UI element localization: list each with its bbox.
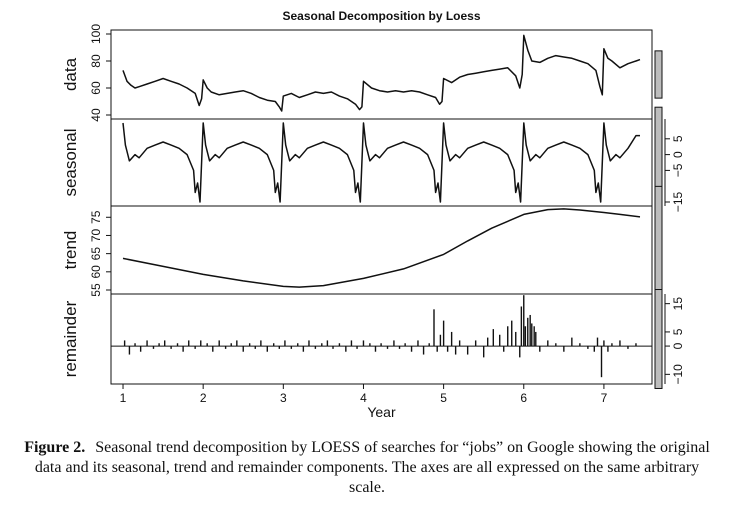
y-tick-label-seasonal: −5 <box>671 163 685 177</box>
y-tick-label-data: 40 <box>89 108 103 122</box>
x-tick-label: 1 <box>120 391 127 405</box>
x-tick-label: 7 <box>601 391 608 405</box>
series-line-data <box>122 34 641 112</box>
y-tick-label-trend: 75 <box>89 210 103 224</box>
figure-caption: Figure 2. Seasonal trend decomposition by… <box>20 438 714 498</box>
x-axis-title: Year <box>367 404 396 420</box>
x-tick-label: 2 <box>200 391 207 405</box>
x-tick-label: 4 <box>360 391 367 405</box>
caption-text: Seasonal trend decomposition by LOESS of… <box>34 439 710 496</box>
y-tick-label-remainder: −10 <box>671 364 685 385</box>
x-tick-label: 3 <box>280 391 287 405</box>
y-tick-label-remainder: 0 <box>671 342 685 349</box>
stl-decomposition-figure: Seasonal Decomposition by Loess data 40 60 8… <box>61 9 685 420</box>
y-tick-label-trend: 70 <box>89 228 103 242</box>
panel-label-remainder: remainder <box>61 300 80 377</box>
stl-decomposition-chart: Seasonal Decomposition by Loessdata40608… <box>61 9 685 420</box>
panel-label-trend: trend <box>61 231 80 270</box>
panel-frame-data <box>110 29 653 120</box>
caption-label: Figure 2. <box>24 439 86 456</box>
chart-title: Seasonal Decomposition by Loess <box>282 9 480 23</box>
y-tick-label-data: 100 <box>89 24 103 44</box>
y-tick-label-trend: 60 <box>89 265 103 279</box>
y-tick-label-remainder: 15 <box>671 297 685 311</box>
panel-label-seasonal: seasonal <box>61 128 80 196</box>
scale-bar-data <box>654 50 663 99</box>
panel-label-data: data <box>61 57 80 91</box>
series-line-seasonal <box>122 122 640 203</box>
scale-bar-remainder <box>654 289 663 389</box>
panel-frame-remainder <box>110 293 653 385</box>
panel-frame-trend <box>110 205 653 295</box>
panel-frame-seasonal <box>110 118 653 207</box>
y-tick-label-seasonal: 5 <box>671 135 685 142</box>
y-tick-label-seasonal: 0 <box>671 151 685 158</box>
y-tick-label-remainder: 5 <box>671 328 685 335</box>
series-line-trend <box>122 208 641 288</box>
x-tick-label: 5 <box>440 391 447 405</box>
y-tick-label-data: 60 <box>89 81 103 95</box>
y-tick-label-trend: 55 <box>89 283 103 297</box>
y-tick-label-seasonal: −15 <box>671 191 685 212</box>
y-tick-label-data: 80 <box>89 54 103 68</box>
x-tick-label: 6 <box>520 391 527 405</box>
y-tick-label-trend: 65 <box>89 247 103 261</box>
